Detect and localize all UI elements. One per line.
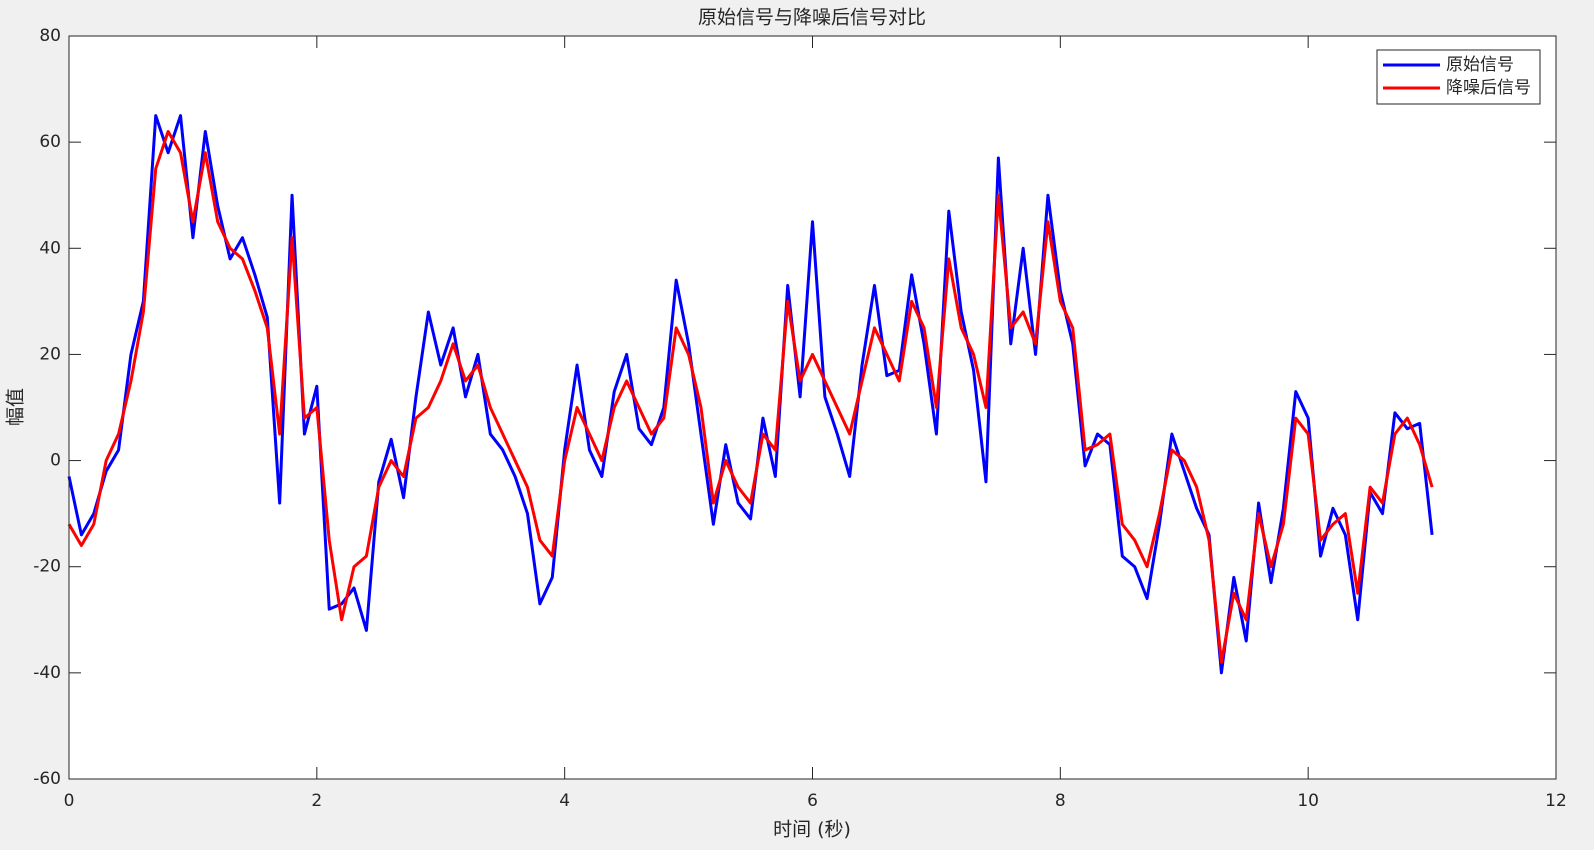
x-tick-label: 6: [807, 791, 818, 811]
y-tick-label: 20: [39, 344, 61, 364]
y-tick-label: 0: [50, 451, 61, 471]
x-axis-label: 时间 (秒): [773, 819, 851, 841]
y-axis-label: 幅值: [5, 388, 27, 426]
chart-title: 原始信号与降噪后信号对比: [698, 7, 926, 29]
x-tick-label: 8: [1055, 791, 1066, 811]
x-tick-label: 2: [311, 791, 322, 811]
y-tick-label: 40: [39, 238, 61, 258]
y-tick-label: -40: [33, 663, 61, 683]
y-tick-label: -60: [33, 769, 61, 789]
x-tick-label: 4: [559, 791, 570, 811]
x-tick-label: 10: [1297, 791, 1319, 811]
legend-box: [1376, 49, 1541, 105]
plot-area: [69, 36, 1556, 779]
series-line: [67, 130, 1434, 664]
x-tick-label: 12: [1545, 791, 1567, 811]
legend-label: 降噪后信号: [1446, 78, 1531, 98]
legend-label: 原始信号: [1446, 55, 1514, 75]
y-tick-label: 60: [39, 132, 61, 152]
axes-box: [68, 35, 1557, 780]
y-tick-label: -20: [33, 557, 61, 577]
y-tick-label: 80: [39, 26, 61, 46]
x-tick-label: 0: [64, 791, 75, 811]
